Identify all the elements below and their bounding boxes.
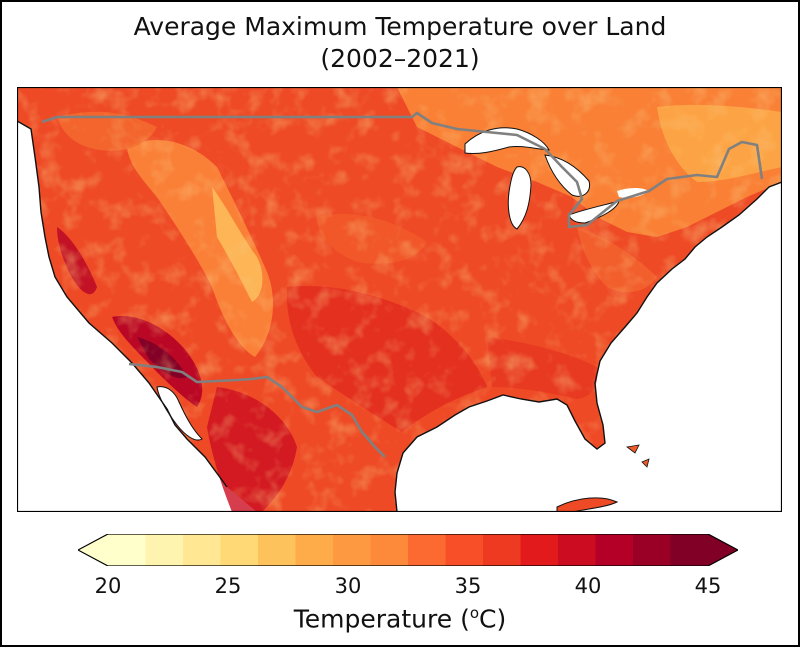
lake-erie	[569, 201, 619, 223]
colorbar-swatch	[558, 534, 596, 566]
bahamas-outline	[626, 444, 650, 468]
colorbar-swatch	[483, 534, 521, 566]
colorbar-swatch	[295, 534, 334, 566]
gulf-of-california	[157, 386, 202, 441]
colorbar-swatch	[670, 534, 709, 566]
figure-subtitle: (2002–2021)	[320, 44, 480, 73]
colorbar-tick-label: 25	[214, 574, 242, 598]
lake-shorelines	[156, 127, 620, 441]
us-mexico-border	[128, 362, 386, 458]
colorbar-tick-label: 35	[454, 574, 482, 598]
colorbar-swatch	[333, 534, 371, 566]
colorbar-extend-high	[708, 534, 738, 566]
colorbar-swatch	[408, 534, 446, 566]
colorbar-tick-label: 20	[94, 574, 122, 598]
temperature-map	[17, 87, 782, 512]
colorbar-swatch	[370, 534, 409, 566]
colorbar-swatch	[595, 534, 634, 566]
figure-title: Average Maximum Temperature over Land	[133, 12, 667, 41]
colorbar-swatch	[145, 534, 184, 566]
colorbar-extend-low	[78, 534, 108, 566]
colorbar-swatch	[445, 534, 484, 566]
colorbar-swatch	[258, 534, 296, 566]
coastline	[17, 120, 782, 512]
colorbar-swatch	[633, 534, 671, 566]
colorbar-swatch	[183, 534, 221, 566]
colorbar-swatch	[520, 534, 559, 566]
colorbar-swatch	[108, 534, 146, 566]
map-frame	[17, 87, 782, 512]
colorbar	[78, 534, 738, 566]
colorbar-swatch	[220, 534, 259, 566]
lake-ontario	[617, 188, 649, 198]
colorbar-tick-label: 30	[334, 574, 362, 598]
colorbar-tick-label: 45	[694, 574, 722, 598]
colorbar-tick-label: 40	[574, 574, 602, 598]
colorbar-label: Temperature (oC)	[293, 604, 507, 634]
us-canada-border	[41, 111, 764, 229]
